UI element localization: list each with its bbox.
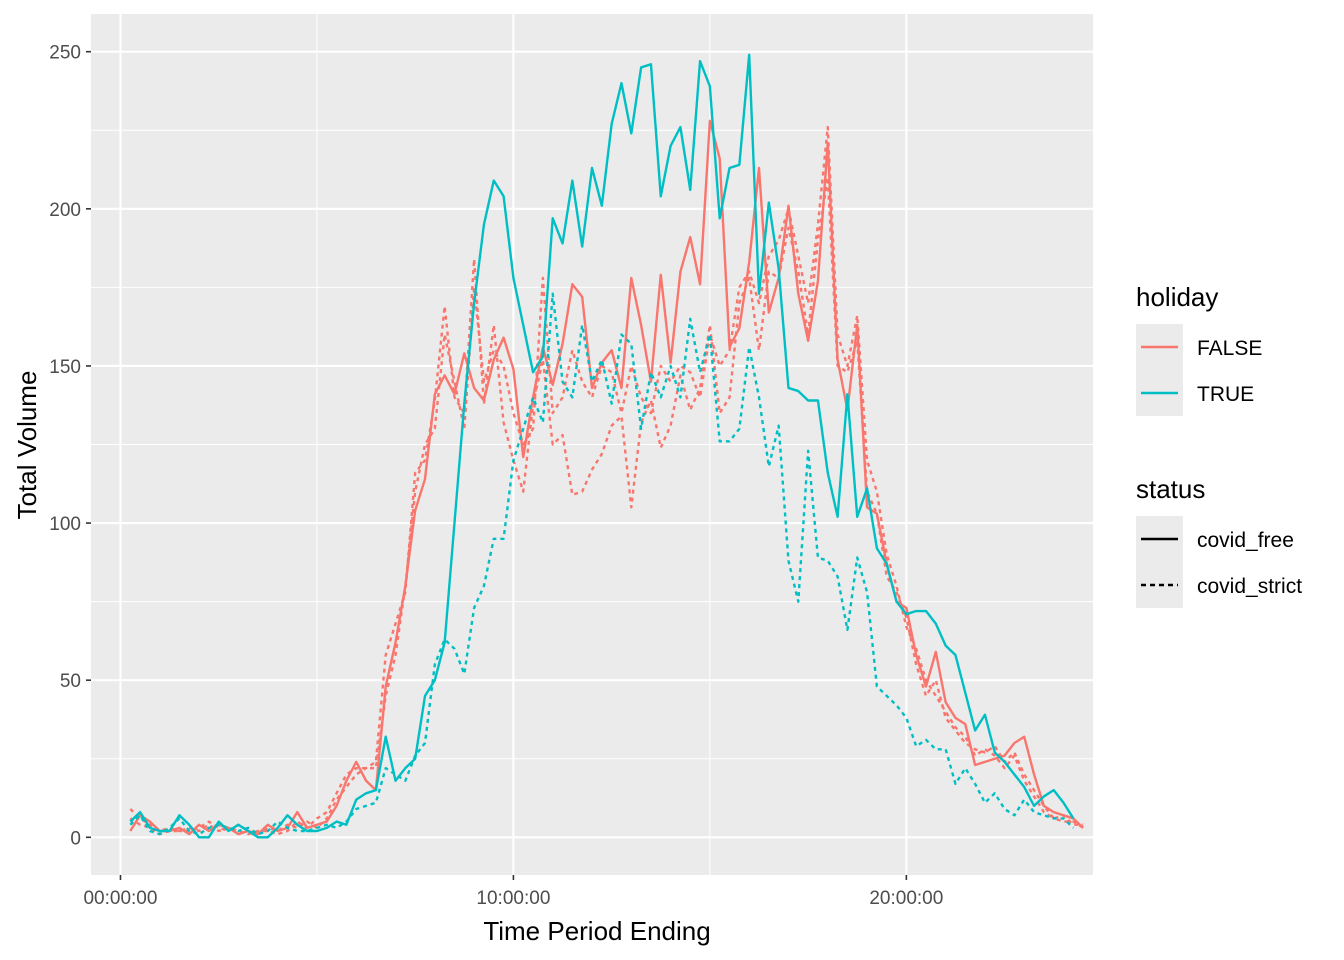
legend-status: status covid_free covid_strict <box>1136 474 1302 608</box>
y-axis: 0 50 100 150 200 250 <box>49 43 91 849</box>
legend-status-label-0: covid_free <box>1197 529 1294 552</box>
y-tick-label-2: 100 <box>49 514 81 535</box>
series-line-0 <box>129 119 1085 836</box>
grid-minor <box>91 14 1104 875</box>
series-line-2 <box>129 125 1084 836</box>
x-tick-label-2: 20:00:00 <box>869 888 943 909</box>
y-tick-label-3: 150 <box>49 357 81 378</box>
x-tick-label-1: 10:00:00 <box>476 888 550 909</box>
x-axis-title: Time Period Ending <box>483 916 710 946</box>
y-axis-title: Total Volume <box>12 371 42 520</box>
legend-holiday-title: holiday <box>1136 282 1218 312</box>
series-line-3 <box>129 53 1075 839</box>
legend-status-label-1: covid_strict <box>1197 575 1302 598</box>
series-line-1 <box>129 176 1084 836</box>
y-tick-label-4: 200 <box>49 200 81 221</box>
x-axis: 00:00:00 10:00:00 20:00:00 <box>83 875 943 909</box>
y-tick-label-5: 250 <box>49 43 81 64</box>
legend-holiday: holiday FALSE TRUE <box>1136 282 1262 416</box>
x-tick-label-0: 00:00:00 <box>83 888 157 909</box>
legend-holiday-label-0: FALSE <box>1197 337 1262 360</box>
y-tick-label-1: 50 <box>60 671 81 692</box>
legend-status-title: status <box>1136 474 1205 504</box>
series-line-4 <box>129 292 1075 836</box>
series-layer <box>129 53 1085 839</box>
legend-holiday-label-1: TRUE <box>1197 383 1254 406</box>
y-tick-label-0: 0 <box>70 828 81 849</box>
